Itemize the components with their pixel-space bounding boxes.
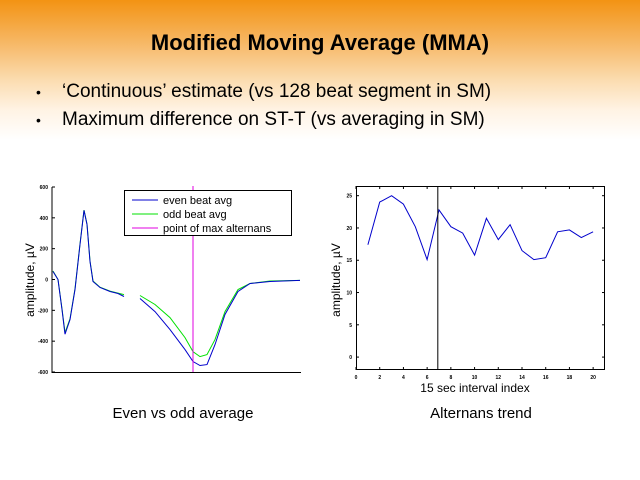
right-chart-caption: Alternans trend bbox=[430, 405, 532, 422]
right-x-tick-label: 16 bbox=[543, 375, 549, 381]
even-beat-line bbox=[139, 279, 301, 367]
legend-label-odd: odd beat avg bbox=[163, 209, 227, 221]
even-beat-line bbox=[52, 210, 125, 335]
right-x-tick-label: 10 bbox=[472, 375, 478, 381]
alternans-trend-line bbox=[367, 195, 594, 262]
left-y-tick-label: 200 bbox=[40, 247, 49, 253]
right-x-tick-label: 0 bbox=[355, 375, 358, 381]
right-y-tick-label: 5 bbox=[349, 323, 352, 329]
right-x-tick-label: 18 bbox=[567, 375, 573, 381]
left-chart-caption: Even vs odd average bbox=[112, 405, 254, 422]
bullet-dot-icon: • bbox=[36, 112, 41, 128]
left-y-tick-label: 400 bbox=[40, 216, 49, 222]
odd-beat-line bbox=[139, 279, 301, 358]
right-x-tick-label: 8 bbox=[449, 375, 452, 381]
right-y-tick-label: 25 bbox=[346, 194, 352, 200]
slide-title: Modified Moving Average (MMA) bbox=[150, 30, 490, 55]
right-y-axis-label: amplitude, µV bbox=[329, 243, 343, 317]
bullet-list: • ‘Continuous’ estimate (vs 128 beat segm… bbox=[36, 78, 491, 134]
right-y-tick-label: 0 bbox=[349, 355, 352, 361]
right-ticks: 0 5 10 15 20 25 0 2 4 6 8 10 12 14 16 18 20 bbox=[346, 186, 605, 381]
bullet-text: Maximum difference on ST-T (vs averaging… bbox=[62, 109, 485, 130]
right-x-axis-label: 15 sec interval index bbox=[420, 381, 529, 395]
right-y-tick-label: 20 bbox=[346, 226, 352, 232]
left-series bbox=[52, 209, 301, 367]
right-x-tick-label: 4 bbox=[402, 375, 405, 381]
left-y-tick-label: 600 bbox=[40, 185, 49, 191]
legend-label-even: even beat avg bbox=[163, 195, 232, 207]
left-y-axis-label: amplitude, µV bbox=[23, 243, 37, 317]
left-y-tick-label: 0 bbox=[45, 278, 48, 284]
right-x-tick-label: 2 bbox=[378, 375, 381, 381]
bullet-item: • Maximum difference on ST-T (vs averagin… bbox=[36, 106, 491, 134]
alternans-trend-chart: amplitude, µV 0 5 10 15 20 25 0 2 4 6 8 10 12 14 16 18 2… bbox=[329, 186, 605, 395]
bullet-text: ‘Continuous’ estimate (vs 128 beat segme… bbox=[62, 81, 492, 102]
right-x-tick-label: 12 bbox=[496, 375, 502, 381]
left-y-tick-label: -200 bbox=[38, 308, 48, 314]
odd-beat-line bbox=[52, 209, 125, 333]
right-x-tick-label: 14 bbox=[519, 375, 525, 381]
left-y-tick-label: -600 bbox=[38, 370, 48, 376]
right-y-tick-label: 10 bbox=[346, 291, 352, 297]
right-x-tick-label: 6 bbox=[426, 375, 429, 381]
right-y-tick-label: 15 bbox=[346, 258, 352, 264]
legend-label-marker: point of max alternans bbox=[163, 223, 272, 235]
legend: even beat avg odd beat avg point of max … bbox=[124, 190, 292, 236]
left-y-tick-label: -400 bbox=[38, 339, 48, 345]
bullet-item: • ‘Continuous’ estimate (vs 128 beat segm… bbox=[36, 78, 491, 106]
right-x-tick-label: 20 bbox=[590, 375, 596, 381]
even-odd-chart: amplitude, µV 600 400 200 0 -200 -400 -600 eve… bbox=[23, 185, 301, 376]
right-plot-frame bbox=[356, 186, 605, 370]
bullet-dot-icon: • bbox=[36, 84, 41, 100]
